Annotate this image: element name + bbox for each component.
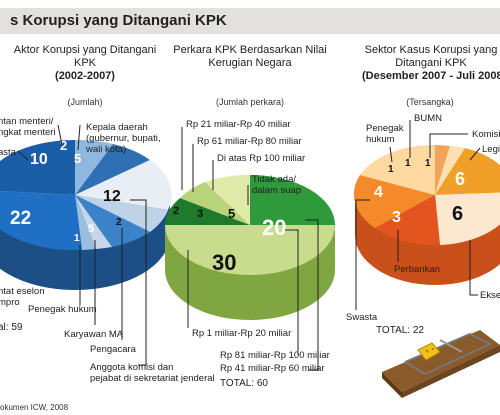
chart3-leader-eksekutif bbox=[469, 240, 478, 296]
chart3-subtitle: (Desember 2007 - Juli 2008 bbox=[362, 70, 500, 82]
chart3-value-perbankan: 3 bbox=[392, 209, 401, 226]
chart1-label-penegak-hukum: Penegak hukum bbox=[28, 304, 97, 315]
chart3-label-legislatif: Legisla bbox=[482, 144, 500, 155]
chart3-slice-komisi bbox=[435, 146, 465, 195]
chart2-label-100: Di atas Rp 100 miliar bbox=[217, 153, 305, 164]
chart1-value-jabatan-menteri: 2 bbox=[60, 138, 67, 153]
chart2-leader-41-60 bbox=[305, 219, 319, 371]
chart3-leader-legislatif bbox=[469, 147, 481, 161]
chart3-slice-legislatif bbox=[435, 148, 500, 195]
chart3-label-perbankan: Perbankan bbox=[394, 264, 440, 275]
chart3-slice-eksekutif bbox=[435, 192, 500, 245]
chart2-slice-2 bbox=[165, 198, 250, 225]
chart1-value-eselon: 22 bbox=[10, 208, 31, 229]
chart1-leader-swasta bbox=[17, 150, 29, 161]
chart3-slice-bumn bbox=[435, 145, 450, 195]
chart3-slice-perbankan bbox=[375, 195, 440, 246]
chart2-slice-20 bbox=[250, 175, 335, 225]
chart2-label-81-100: Rp 81 miliar-Rp 100 miliar bbox=[220, 350, 330, 361]
chart1-title-text: Aktor Korupsi yang Ditangani KPK bbox=[13, 44, 157, 69]
chart1-slice-pengacara bbox=[75, 195, 150, 247]
chart1-label-anggota-komisi: Anggota komisi dan pejabat di sekretariat… bbox=[90, 362, 215, 384]
chart2-label-61-80: Rp 61 miliar-Rp 80 miliar bbox=[197, 136, 302, 147]
chart3-leader-swasta bbox=[355, 199, 370, 310]
chart2-label-tidak-ada: Tidak ada/dalam suap bbox=[252, 174, 301, 196]
chart3-leader-penegak bbox=[389, 146, 393, 163]
chart3-value-komisi: 1 bbox=[425, 158, 431, 169]
chart1-value-anggota: 2 bbox=[116, 217, 122, 228]
chart1-unit: (Jumlah) bbox=[67, 97, 103, 107]
chart3-title-text: Sektor Kasus Korupsi yang Ditangani KPK bbox=[364, 44, 498, 69]
chart1-value-kepala-daerah: 5 bbox=[74, 151, 81, 166]
chart1-slice-kepala-daerah bbox=[75, 144, 150, 195]
chart2-value-5: 5 bbox=[228, 206, 235, 221]
mousetrap-illustration bbox=[382, 330, 500, 398]
chart1-slice-swasta bbox=[0, 139, 75, 195]
chart1-value-pengacara: 5 bbox=[88, 223, 94, 235]
chart1-leader-jabatan bbox=[57, 124, 63, 146]
chart2-title: Perkara KPK Berdasarkan Nilai Kerugian N… bbox=[170, 44, 330, 70]
chart2-slice-30 bbox=[165, 225, 335, 275]
chart2-slice-5 bbox=[205, 174, 250, 225]
chart1-slice-eselon bbox=[0, 191, 82, 251]
chart2-label-21-40: Rp 21 miliar-Rp 40 miliar bbox=[186, 119, 291, 130]
chart1-label-pengacara: Pengacara bbox=[90, 344, 137, 355]
chart3-label-penegak-hukum: Penegak hukum bbox=[366, 123, 404, 145]
chart1-leader-anggota bbox=[130, 199, 147, 366]
header-bar: s Korupsi yang Ditangani KPK bbox=[0, 8, 500, 34]
chart1-value-penegak: 1 bbox=[74, 233, 80, 244]
chart3-label-komisi: Komisi negara bbox=[472, 129, 500, 140]
chart2-label-41-60: Rp 41 miliar-Rp 60 miliar bbox=[220, 363, 325, 374]
chart1-value-swasta: 10 bbox=[30, 151, 48, 168]
chart1-slice-12 bbox=[75, 160, 172, 210]
chart1-title: Aktor Korupsi yang Ditangani KPK (2002-2… bbox=[10, 44, 160, 83]
source-note: okumen ICW, 2008 bbox=[0, 403, 69, 412]
chart1-slice-karyawan-ma bbox=[75, 195, 112, 249]
chart1-subtitle: (2002-2007) bbox=[55, 70, 115, 82]
chart1-slice-anggota-komisi bbox=[75, 195, 168, 232]
chart3-value-penegak: 1 bbox=[388, 164, 394, 175]
chart2-unit: (Jumlah perkara) bbox=[215, 97, 285, 107]
chart1-leader-kepala bbox=[77, 124, 81, 151]
chart1-label-jabatan-menteri: ntan menteri/ngkat menteri bbox=[0, 116, 56, 138]
chart1-label-eselon: ntat eselon mpro bbox=[0, 286, 44, 308]
chart2-total: TOTAL: 60 bbox=[220, 378, 268, 389]
chart3-value-legislatif: 6 bbox=[455, 169, 465, 189]
chart1-label-kepala-daerah: Kepala daerah (gubernur, bupati, wali kota… bbox=[85, 122, 160, 155]
chart3-label-bumn: BUMN bbox=[414, 113, 442, 124]
chart1-label-karyawan-ma: Karyawan MA bbox=[64, 329, 124, 340]
chart3-label-swasta: Swasta bbox=[346, 312, 378, 323]
page-title: s Korupsi yang Ditangani KPK bbox=[10, 12, 227, 29]
chart3-label-eksekutif: Eksekut bbox=[480, 290, 500, 301]
chart1-value-12: 12 bbox=[103, 188, 121, 205]
chart2-label-1-20: Rp 1 miliar-Rp 20 miliar bbox=[192, 328, 291, 339]
chart3-value-swasta: 4 bbox=[374, 184, 383, 201]
chart3-value-eksekutif: 6 bbox=[452, 203, 463, 225]
chart3-unit: (Tersangka) bbox=[406, 97, 454, 107]
chart2-leader-81-100 bbox=[285, 229, 299, 355]
chart3-slice-swasta bbox=[353, 175, 435, 228]
chart2-title-text: Perkara KPK Berdasarkan Nilai Kerugian N… bbox=[173, 44, 327, 69]
chart3-slice-penegak bbox=[360, 144, 435, 195]
chart1-pie: 10 2 5 12 22 5 1 2 ntan menteri/ngkat me… bbox=[0, 116, 215, 384]
chart1-label-swasta: asta bbox=[0, 147, 17, 158]
chart2-value-30: 30 bbox=[212, 250, 236, 275]
chart3-value-bumn: 1 bbox=[405, 158, 411, 169]
chart2-slice-3 bbox=[180, 182, 250, 225]
chart2-value-3: 3 bbox=[197, 208, 203, 220]
chart1-total: al: 59 bbox=[0, 322, 23, 333]
chart2-value-2: 2 bbox=[173, 205, 179, 217]
chart2-pie: 20 30 5 3 2 Rp 21 miliar-Rp 40 miliar Rp… bbox=[165, 119, 335, 389]
chart3-leader-komisi bbox=[429, 133, 468, 158]
chart3-title: Sektor Kasus Korupsi yang Ditangani KPK … bbox=[362, 44, 500, 83]
chart3-total: TOTAL: 22 bbox=[376, 325, 424, 336]
chart2-value-20: 20 bbox=[262, 215, 286, 240]
chart1-slice-jabatan-menteri bbox=[75, 139, 113, 195]
